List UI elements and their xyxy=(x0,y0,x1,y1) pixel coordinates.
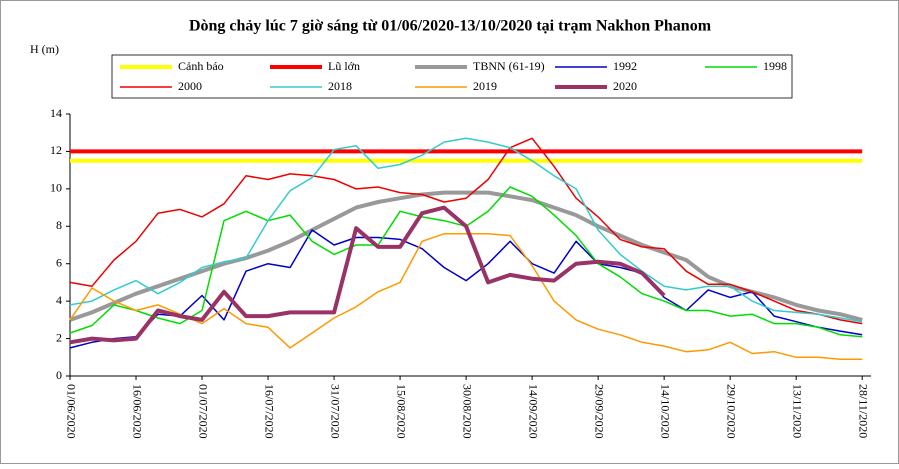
legend-label: 1992 xyxy=(613,59,637,73)
y-tick-label: 12 xyxy=(50,143,62,157)
x-tick-label: 16/06/2020 xyxy=(130,384,144,439)
legend-label: 2000 xyxy=(178,79,202,93)
legend-label: 2020 xyxy=(613,79,637,93)
x-tick-label: 29/09/2020 xyxy=(592,384,606,439)
x-tick-label: 16/07/2020 xyxy=(262,384,276,439)
legend-label: Cảnh báo xyxy=(178,59,224,73)
x-tick-label: 01/06/2020 xyxy=(64,384,78,439)
x-tick-label: 31/07/2020 xyxy=(328,384,342,439)
legend-label: TBNN (61-19) xyxy=(473,59,545,73)
y-tick-label: 6 xyxy=(56,255,62,269)
y-tick-label: 4 xyxy=(56,293,62,307)
x-tick-label: 14/10/2020 xyxy=(658,384,672,439)
y-tick-label: 10 xyxy=(50,181,62,195)
chart-title: Dòng chảy lúc 7 giờ sáng từ 01/06/2020-1… xyxy=(189,18,712,35)
legend-label: 2019 xyxy=(473,79,497,93)
x-tick-label: 01/07/2020 xyxy=(196,384,210,439)
y-tick-label: 8 xyxy=(56,218,62,232)
series-line xyxy=(69,229,863,349)
legend-label: 1998 xyxy=(763,59,787,73)
y-tick-label: 2 xyxy=(56,330,62,344)
series-line xyxy=(69,137,863,323)
x-tick-label: 13/11/2020 xyxy=(790,384,804,438)
series-line xyxy=(69,205,666,345)
x-tick-label: 30/08/2020 xyxy=(460,384,474,439)
x-tick-label: 15/08/2020 xyxy=(394,384,408,439)
series-line xyxy=(69,233,863,360)
series-line xyxy=(69,137,863,325)
legend-label: 2018 xyxy=(328,79,352,93)
x-tick-label: 29/10/2020 xyxy=(724,384,738,439)
y-tick-label: 14 xyxy=(50,106,62,120)
y-tick-label: 0 xyxy=(56,368,62,382)
y-axis-label: H (m) xyxy=(30,42,59,56)
legend-label: Lũ lớn xyxy=(328,59,360,73)
legend xyxy=(111,54,793,99)
x-tick-label: 14/09/2020 xyxy=(526,384,540,439)
x-tick-label: 28/11/2020 xyxy=(856,384,870,438)
